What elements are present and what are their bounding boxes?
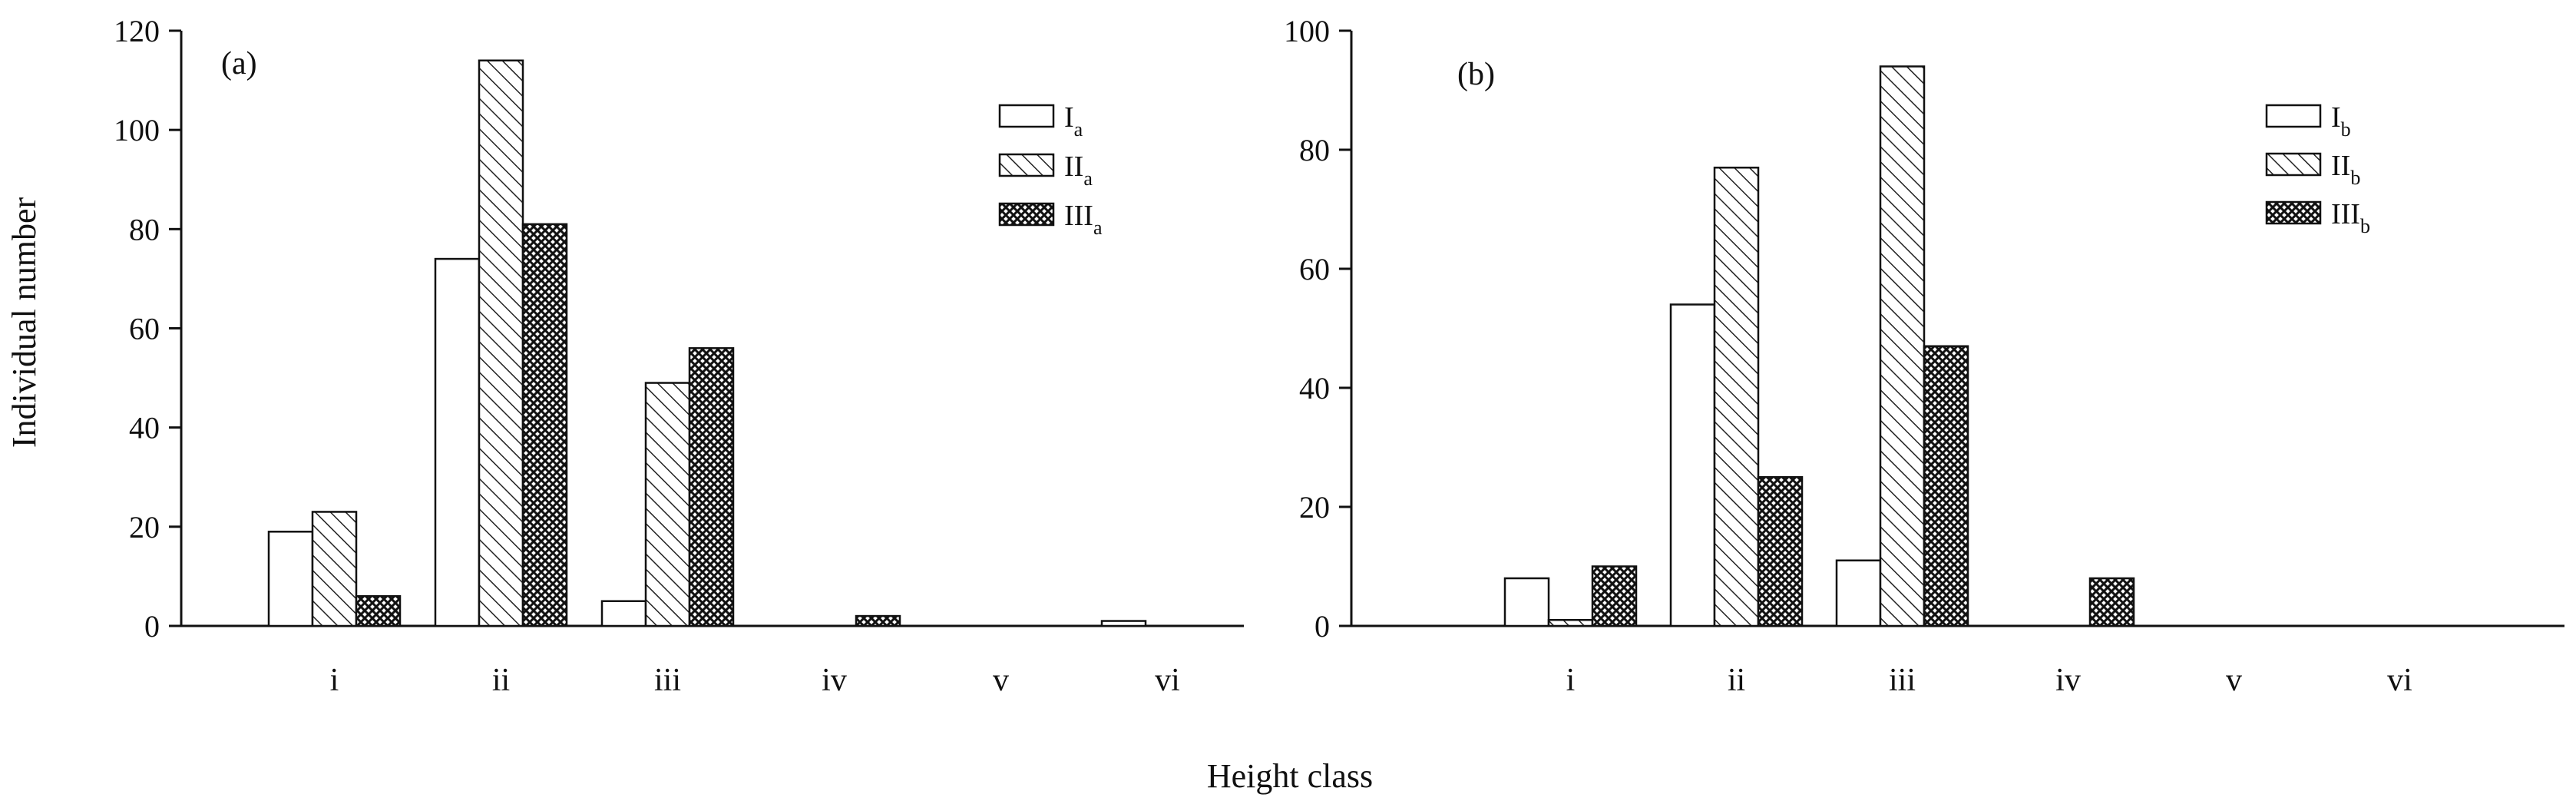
y-tick-label: 40 — [1299, 371, 1330, 406]
legend-label-sub: b — [2350, 167, 2360, 189]
x-tick-label: ii — [1728, 663, 1745, 698]
y-tick-label: 0 — [1314, 609, 1330, 644]
bar-i-vi — [1100, 620, 1147, 627]
legend-label-sub: b — [2360, 215, 2370, 237]
bar-iii-iii — [1923, 345, 1969, 627]
legend-swatch-i — [2265, 104, 2322, 128]
y-tick-label: 20 — [1299, 490, 1330, 525]
legend-label-sub: a — [1093, 217, 1103, 239]
x-tick-label: i — [330, 663, 339, 698]
x-tick-label: v — [993, 663, 1009, 698]
legend-swatch-iii — [998, 202, 1055, 227]
legend-label-sub: b — [2341, 118, 2351, 141]
y-tick-label: 0 — [144, 609, 160, 644]
bar-iii-iv — [855, 614, 901, 627]
y-tick-label: 100 — [1284, 14, 1330, 48]
bar-i-iii — [600, 600, 647, 627]
bar-i-ii — [434, 257, 481, 627]
bar-ii-iii — [1879, 65, 1926, 627]
bar-i-i — [1503, 577, 1550, 627]
legend-label-sub: a — [1074, 118, 1083, 141]
legend-label-main: II — [2331, 150, 2350, 182]
panel-label: (b) — [1457, 57, 1495, 92]
bar-ii-ii — [1713, 167, 1760, 627]
panel-label: (a) — [221, 46, 257, 81]
legend-swatch-iii — [2265, 200, 2322, 225]
bar-iii-i — [355, 595, 402, 627]
y-tick-label: 100 — [114, 113, 160, 147]
x-tick-label: vi — [2387, 663, 2412, 698]
y-axis-title: Individual number — [5, 197, 43, 449]
y-tick-label: 60 — [129, 312, 160, 346]
x-tick-label: ii — [492, 663, 510, 698]
x-tick-label: i — [1566, 663, 1576, 698]
bar-ii-ii — [478, 59, 524, 627]
bar-iii-ii — [521, 223, 568, 627]
legend-label-iii: IIIa — [1064, 200, 1103, 239]
y-tick-label: 80 — [129, 212, 160, 247]
legend-label-main: I — [2331, 101, 2341, 134]
bar-ii-i — [311, 511, 358, 627]
legend-swatch-ii — [2265, 152, 2322, 177]
legend-label-main: III — [1064, 200, 1093, 232]
x-tick-label: vi — [1155, 663, 1180, 698]
x-tick-label: iv — [2055, 663, 2081, 698]
bar-iii-i — [1591, 565, 1638, 627]
legend-label-sub: a — [1083, 167, 1093, 190]
legend-label-iii: IIIb — [2331, 198, 2370, 237]
bar-ii-i — [1547, 619, 1594, 627]
bar-ii-iii — [644, 382, 691, 627]
x-axis-title: Height class — [1207, 757, 1373, 795]
y-tick-label: 120 — [114, 14, 160, 48]
legend-label-main: III — [2331, 198, 2360, 230]
legend-label-ii: IIb — [2331, 150, 2360, 189]
legend-label-ii: IIa — [1064, 151, 1093, 190]
legend-swatch-ii — [998, 153, 1055, 177]
y-tick-label: 20 — [129, 510, 160, 545]
bar-iii-iv — [2088, 577, 2135, 627]
legend-label-i: Ib — [2331, 101, 2351, 141]
y-tick-label: 80 — [1299, 133, 1330, 167]
bar-i-ii — [1669, 303, 1716, 627]
legend-label-main: II — [1064, 151, 1083, 183]
bar-i-i — [267, 531, 314, 627]
x-tick-label: v — [2226, 663, 2242, 698]
bar-i-iii — [1835, 559, 1882, 627]
x-tick-label: iii — [1889, 663, 1916, 698]
bar-iii-ii — [1757, 476, 1804, 627]
x-tick-label: iv — [822, 663, 847, 698]
legend-swatch-i — [998, 104, 1055, 128]
bar-iii-iii — [688, 347, 735, 627]
y-tick-label: 60 — [1299, 252, 1330, 286]
x-tick-label: iii — [654, 663, 681, 698]
y-tick-label: 40 — [129, 411, 160, 445]
legend-label-i: Ia — [1064, 101, 1083, 141]
legend-label-main: I — [1064, 101, 1074, 134]
